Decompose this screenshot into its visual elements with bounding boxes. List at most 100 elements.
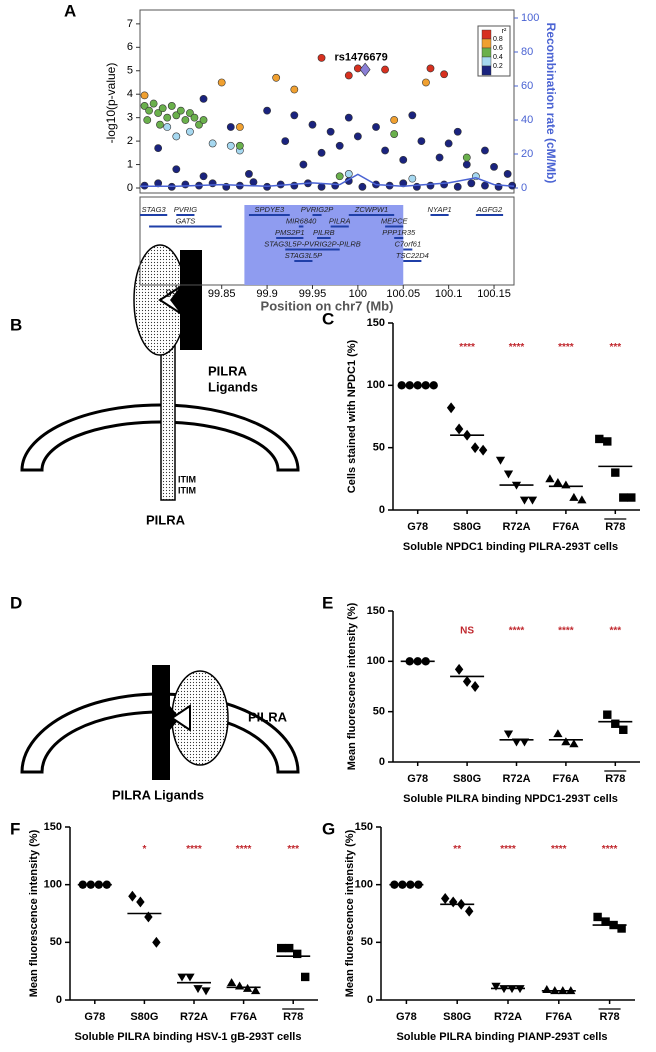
- point: [163, 113, 172, 122]
- y-tick-label: 0: [56, 994, 62, 1006]
- legend-swatch: [481, 65, 492, 76]
- x-tick-label: G78: [396, 1011, 417, 1023]
- significance: ****: [459, 342, 475, 353]
- point: [353, 64, 362, 73]
- point: [465, 905, 474, 917]
- point: [381, 146, 389, 155]
- point: [545, 474, 555, 483]
- x-tick-label: 99.8: [166, 288, 187, 300]
- point: [569, 739, 579, 748]
- significance: ****: [236, 844, 252, 855]
- y2-tick-label: 60: [521, 80, 533, 92]
- point: [277, 943, 286, 953]
- y2-tick-label: 20: [521, 148, 533, 160]
- recombination-line: [140, 173, 515, 188]
- point: [226, 123, 235, 131]
- legend-label: 0.2: [493, 63, 503, 70]
- y2-tick-label: 40: [521, 114, 533, 126]
- panel-label: F: [10, 819, 20, 838]
- x-tick-label: R78: [605, 773, 625, 785]
- point: [593, 912, 602, 922]
- ligand-label: PILRA Ligands: [112, 787, 204, 802]
- point: [527, 496, 538, 505]
- gene-label: SPDYE3: [255, 205, 285, 214]
- membrane: [20, 692, 300, 774]
- significance: ****: [558, 625, 574, 636]
- x-tick-label: R78: [600, 1011, 620, 1023]
- point: [185, 973, 195, 982]
- x-tick-label: F76A: [552, 521, 579, 533]
- point: [331, 181, 340, 190]
- point: [226, 978, 237, 987]
- point: [503, 470, 514, 479]
- panel-label: A: [64, 1, 76, 20]
- x-tick-label: R72A: [502, 521, 530, 533]
- point: [145, 106, 153, 115]
- point: [381, 65, 389, 74]
- point: [317, 148, 326, 157]
- point: [290, 111, 299, 120]
- x-tick-label: G78: [84, 1011, 105, 1023]
- point: [372, 123, 380, 131]
- point: [149, 99, 158, 108]
- y2-tick-label: 80: [521, 46, 533, 58]
- y-tick-label: 50: [373, 442, 385, 454]
- significance: ****: [551, 844, 567, 855]
- point: [478, 444, 488, 456]
- point: [441, 893, 450, 904]
- point: [603, 437, 612, 446]
- legend-label: 0.4: [493, 54, 503, 61]
- point: [308, 120, 317, 129]
- y-tick-label: 150: [367, 605, 385, 617]
- point: [467, 179, 476, 188]
- y2-axis-title: Recombination rate (cM/Mb): [544, 23, 558, 184]
- point: [186, 109, 194, 117]
- gene-label: GATS: [175, 216, 195, 225]
- ligand-label: PILRA: [208, 363, 248, 378]
- gene-label: AGFG2: [476, 205, 503, 214]
- point: [440, 70, 449, 79]
- gene-label: PILRB: [313, 228, 335, 237]
- point: [444, 139, 453, 148]
- point: [195, 120, 203, 129]
- receptor-label: PILRA: [146, 512, 186, 527]
- x-tick-label: 99.9: [256, 288, 277, 300]
- y-tick-label: 0: [127, 182, 133, 194]
- point: [144, 911, 153, 923]
- point: [481, 146, 489, 155]
- significance: ***: [609, 625, 621, 636]
- point: [136, 896, 145, 908]
- point: [462, 676, 472, 687]
- point: [344, 71, 353, 80]
- point: [177, 973, 187, 982]
- point: [435, 153, 444, 162]
- y-axis-title: -log10(p-value): [104, 63, 118, 144]
- point: [317, 53, 326, 62]
- significance: ****: [602, 844, 618, 855]
- point: [446, 402, 456, 414]
- ligand: [180, 250, 202, 350]
- panel-label: B: [10, 315, 22, 334]
- x-tick-label: 100.1: [435, 288, 463, 300]
- gene-label: MIR6840: [286, 216, 317, 225]
- y-tick-label: 0: [379, 504, 385, 516]
- x-axis-title: Soluble PILRA binding PIANP-293T cells: [396, 1031, 607, 1043]
- point: [569, 492, 579, 501]
- point: [290, 181, 299, 190]
- point: [454, 423, 464, 435]
- x-tick-label: R72A: [502, 773, 530, 785]
- x-tick-label: S80G: [453, 773, 481, 785]
- point: [152, 936, 161, 948]
- point: [491, 982, 501, 991]
- point: [234, 981, 245, 990]
- x-tick-label: S80G: [130, 1011, 158, 1023]
- point: [503, 730, 514, 739]
- point: [154, 109, 163, 117]
- point: [190, 113, 199, 122]
- y-tick-label: 4: [127, 88, 133, 100]
- point: [301, 972, 310, 982]
- itim-label: ITIM: [178, 474, 196, 484]
- membrane: [20, 403, 300, 472]
- point: [167, 102, 176, 110]
- x-tick-label: F76A: [230, 1011, 257, 1023]
